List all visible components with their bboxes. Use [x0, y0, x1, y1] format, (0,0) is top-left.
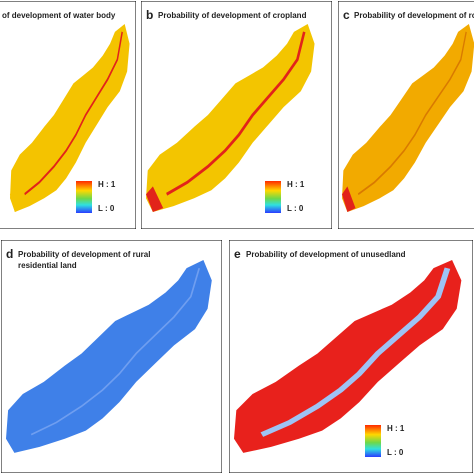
legend-low: L : 0 — [387, 448, 404, 457]
legend-high: H : 1 — [98, 180, 116, 189]
edge-patch — [146, 186, 164, 213]
edge-patch — [342, 186, 356, 213]
panel-title: Probability of development of cropland — [158, 11, 307, 20]
legend-low: L : 0 — [98, 204, 115, 213]
panel-title: Probability of development of rural — [18, 250, 150, 259]
panel-content: e Probability of development of unusedlan… — [229, 240, 473, 473]
panel-label: d — [6, 247, 13, 261]
map — [10, 23, 130, 213]
panel-label: e — [234, 247, 241, 261]
panel-title: residential land — [18, 261, 77, 270]
map — [146, 23, 315, 213]
legend-ramp — [365, 425, 381, 457]
map-panel: of development of water body H : 1 L : 0 — [0, 1, 136, 229]
panel-title: Probability of development of unusedland — [246, 250, 406, 259]
legend-ramp — [76, 181, 92, 213]
map — [342, 23, 474, 213]
panel-content: d Probability of development of rural resi… — [1, 240, 222, 473]
panel-label: b — [146, 8, 153, 22]
panel-title: Probability of development of road — [354, 11, 474, 20]
legend-ramp — [265, 181, 281, 213]
legend-high: H : 1 — [387, 424, 405, 433]
legend-low: L : 0 — [287, 204, 304, 213]
map-panel: b Probability of development of cropland H… — [141, 1, 332, 229]
map-panel: c Probability of development of road — [338, 1, 474, 229]
legend-high: H : 1 — [287, 180, 305, 189]
panel-label: c — [343, 8, 350, 22]
panel-content: b Probability of development of cropland H… — [141, 1, 332, 229]
map-panel: d Probability of development of rural resi… — [1, 240, 222, 473]
edge-patch — [10, 186, 23, 213]
panel-content: of development of water body H : 1 L : 0 — [0, 1, 136, 229]
map-panel: e Probability of development of unusedlan… — [229, 240, 473, 473]
panel-title: of development of water body — [2, 11, 116, 20]
panel-content: c Probability of development of road — [338, 1, 474, 229]
